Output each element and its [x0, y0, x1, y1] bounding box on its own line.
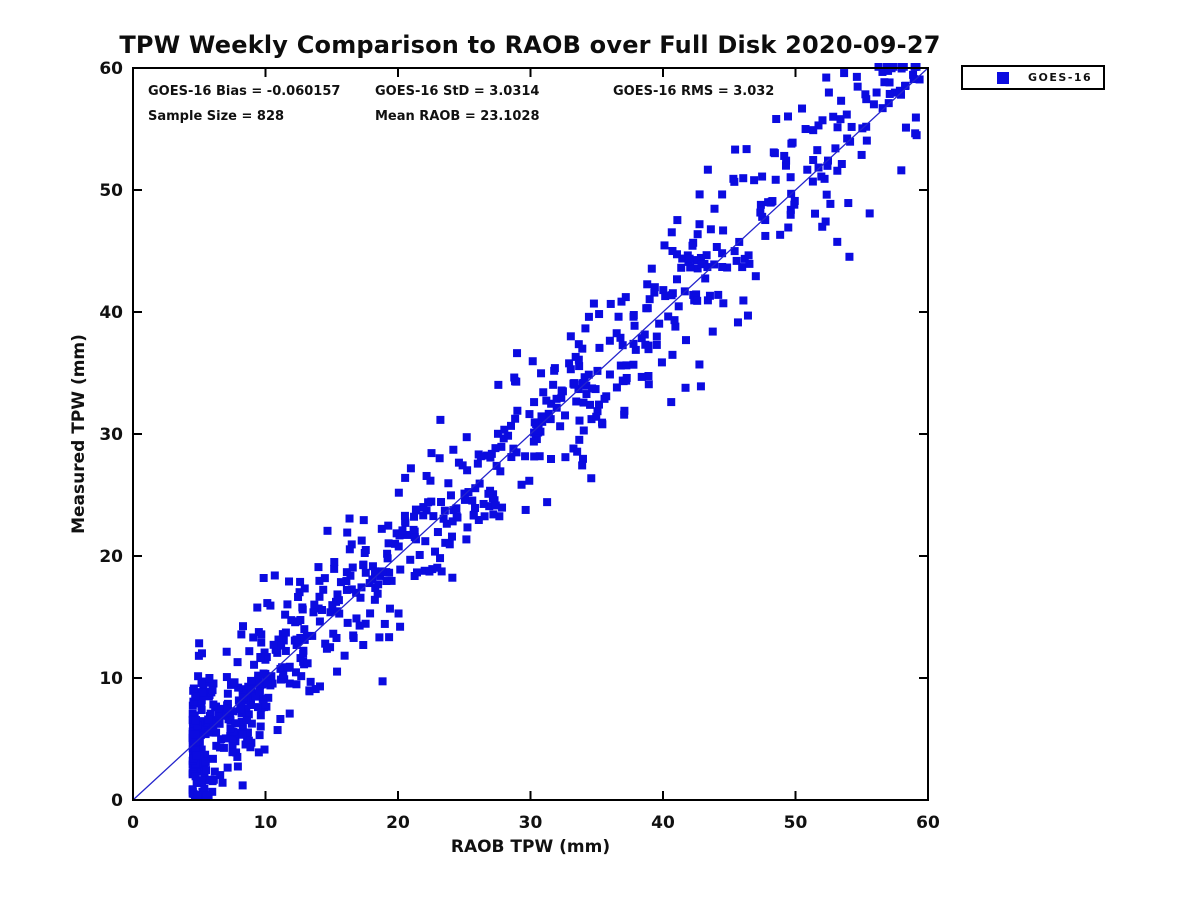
scatter-points: [188, 63, 924, 800]
svg-text:20: 20: [386, 813, 410, 833]
legend-label: GOES-16: [1028, 71, 1093, 84]
axis-ticks: [132, 67, 929, 801]
svg-text:40: 40: [651, 813, 675, 833]
stat-std: GOES-16 StD = 3.0314: [375, 84, 540, 99]
svg-text:60: 60: [916, 813, 940, 833]
legend: GOES-16: [961, 65, 1105, 90]
chart-title: TPW Weekly Comparison to RAOB over Full …: [119, 31, 941, 59]
svg-text:10: 10: [254, 813, 278, 833]
stat-mean-raob: Mean RAOB = 23.1028: [375, 109, 540, 124]
svg-text:0: 0: [127, 813, 139, 833]
svg-text:20: 20: [99, 547, 123, 567]
stat-rms: GOES-16 RMS = 3.032: [613, 84, 775, 99]
svg-text:30: 30: [99, 425, 123, 445]
svg-text:40: 40: [99, 303, 123, 323]
svg-text:10: 10: [99, 669, 123, 689]
stat-sample-size: Sample Size = 828: [148, 109, 285, 124]
svg-text:30: 30: [519, 813, 543, 833]
legend-marker-square-icon: [997, 71, 1009, 84]
x-axis-label: RAOB TPW (mm): [451, 837, 610, 857]
svg-text:0: 0: [111, 791, 123, 811]
svg-text:50: 50: [784, 813, 808, 833]
stat-bias: GOES-16 Bias = -0.060157: [148, 84, 341, 99]
identity-line: [132, 67, 929, 801]
svg-text:50: 50: [99, 181, 123, 201]
svg-text:60: 60: [99, 59, 123, 79]
tick-labels: 0 10 20 30 40 50 60 0 10 20 30 40 50 60: [99, 59, 940, 833]
y-axis-label: Measured TPW (mm): [69, 334, 89, 534]
